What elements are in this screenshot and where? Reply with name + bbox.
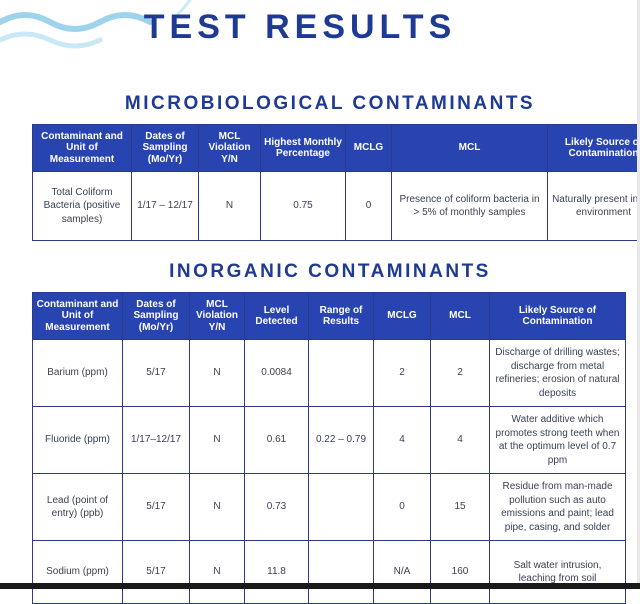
table-header-row: Contaminant and Unit of Measurement Date… (33, 293, 626, 340)
table-cell: 0.75 (261, 172, 346, 241)
inorganic-table: Contaminant and Unit of Measurement Date… (32, 292, 626, 604)
table-cell: Presence of coliform bacteria in > 5% of… (392, 172, 548, 241)
table-cell (309, 541, 374, 604)
table-cell: Lead (point of entry) (ppb) (33, 474, 123, 541)
microbiological-table: Contaminant and Unit of Measurement Date… (32, 124, 640, 241)
table-cell: N/A (374, 541, 431, 604)
table-cell: 5/17 (123, 474, 190, 541)
table-cell: N (190, 541, 245, 604)
table-row: Barium (ppm) 5/17 N 0.0084 2 2 Discharge… (33, 340, 626, 407)
table-cell: 0 (346, 172, 392, 241)
table-cell: 0.0084 (245, 340, 309, 407)
table-cell: Salt water intrusion, leaching from soil (490, 541, 626, 604)
table-cell: Total Coliform Bacteria (positive sample… (33, 172, 132, 241)
table-cell: 1/17–12/17 (123, 407, 190, 474)
column-header: MCLG (374, 293, 431, 340)
column-header: Dates of Sampling (Mo/Yr) (123, 293, 190, 340)
table-cell: 4 (374, 407, 431, 474)
column-header: Level Detected (245, 293, 309, 340)
table-cell: 11.8 (245, 541, 309, 604)
table-cell: 0.73 (245, 474, 309, 541)
microbiological-section-title: MICROBIOLOGICAL CONTAMINANTS (30, 93, 630, 115)
table-cell: 2 (374, 340, 431, 407)
table-cell: Naturally present in the environment (548, 172, 640, 241)
table-cell: 0.61 (245, 407, 309, 474)
column-header: Likely Source of Contamination (548, 125, 640, 172)
table-row: Sodium (ppm) 5/17 N 11.8 N/A 160 Salt wa… (33, 541, 626, 604)
bottom-band (0, 583, 640, 589)
table-cell: 0 (374, 474, 431, 541)
table-cell: N (190, 474, 245, 541)
table-cell: Water additive which promotes strong tee… (490, 407, 626, 474)
column-header: MCL (431, 293, 490, 340)
table-cell: N (199, 172, 261, 241)
column-header: Contaminant and Unit of Measurement (33, 293, 123, 340)
table-cell (309, 474, 374, 541)
column-header: Likely Source of Contamination (490, 293, 626, 340)
table-cell: Fluoride (ppm) (33, 407, 123, 474)
table-cell: N (190, 340, 245, 407)
table-cell: 4 (431, 407, 490, 474)
column-header: MCL (392, 125, 548, 172)
column-header: MCLG (346, 125, 392, 172)
column-header: Highest Monthly Percentage (261, 125, 346, 172)
table-row: Fluoride (ppm) 1/17–12/17 N 0.61 0.22 – … (33, 407, 626, 474)
column-header: MCL Violation Y/N (199, 125, 261, 172)
table-cell: 5/17 (123, 541, 190, 604)
table-row: Total Coliform Bacteria (positive sample… (33, 172, 640, 241)
column-header: Contaminant and Unit of Measurement (33, 125, 132, 172)
inorganic-section-title: INORGANIC CONTAMINANTS (30, 261, 630, 283)
column-header: Dates of Sampling (Mo/Yr) (132, 125, 199, 172)
table-cell: 1/17 – 12/17 (132, 172, 199, 241)
table-cell: N (190, 407, 245, 474)
table-cell: 5/17 (123, 340, 190, 407)
table-cell (309, 340, 374, 407)
column-header: MCL Violation Y/N (190, 293, 245, 340)
table-cell: Residue from man-made pollution such as … (490, 474, 626, 541)
table-cell: Sodium (ppm) (33, 541, 123, 604)
page-title: TEST RESULTS (0, 8, 600, 47)
table-cell: 160 (431, 541, 490, 604)
table-header-row: Contaminant and Unit of Measurement Date… (33, 125, 640, 172)
table-cell: 2 (431, 340, 490, 407)
table-cell: 0.22 – 0.79 (309, 407, 374, 474)
column-header: Range of Results (309, 293, 374, 340)
table-cell: 15 (431, 474, 490, 541)
table-row: Lead (point of entry) (ppb) 5/17 N 0.73 … (33, 474, 626, 541)
table-cell: Barium (ppm) (33, 340, 123, 407)
table-cell: Discharge of drilling wastes; discharge … (490, 340, 626, 407)
